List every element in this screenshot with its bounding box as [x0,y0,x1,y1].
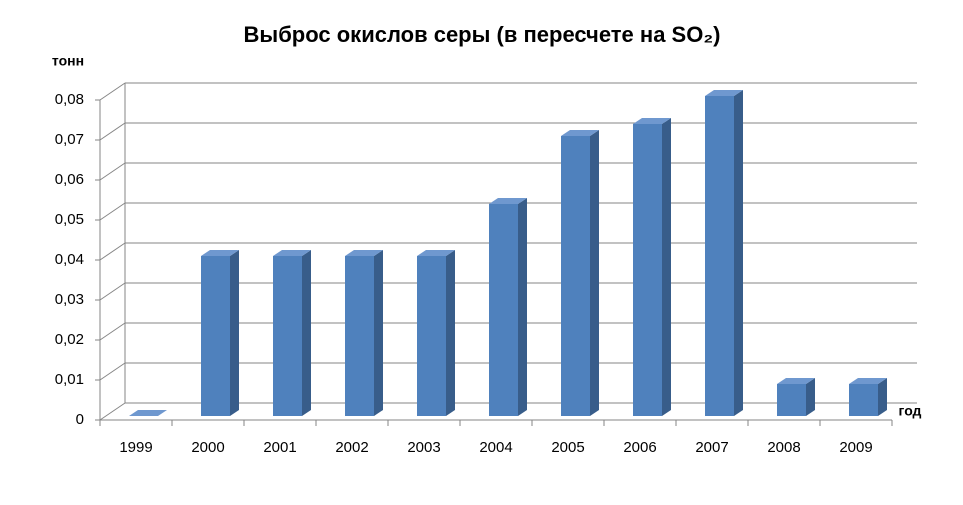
x-tick-label: 2006 [623,439,656,456]
y-tick-label: 0 [76,411,84,428]
bar-top [561,130,599,136]
bar [777,384,806,416]
bar-side [734,90,743,416]
grid-diagonal [99,162,126,181]
x-tick-label: 2007 [695,439,728,456]
bar-side [806,378,815,416]
y-tick-label: 0,07 [55,131,84,148]
x-axis-title: год [899,403,922,419]
bar-side [662,118,671,416]
bar-side [446,250,455,416]
grid-diagonal [99,282,126,301]
y-tick-label: 0,01 [55,371,84,388]
bar-top [129,410,167,416]
y-axis-title: тонн [52,53,84,69]
grid-diagonal [99,122,126,141]
bar-side [302,250,311,416]
x-tick-label: 2005 [551,439,584,456]
bar [201,256,230,416]
bar-top [705,90,743,96]
x-tick-label: 2001 [263,439,296,456]
x-tick-label: 2003 [407,439,440,456]
y-tick-label: 0,03 [55,291,84,308]
chart-title: Выброс окислов серы (в пересчете на SO₂) [244,22,721,47]
x-tick-label: 2008 [767,439,800,456]
bar-side [230,250,239,416]
bar-side [590,130,599,416]
grid-diagonal [99,202,126,221]
x-tick-label: 2002 [335,439,368,456]
bar-side [374,250,383,416]
grid-diagonal [99,82,126,101]
bar-top [201,250,239,256]
bar-side [518,198,527,416]
bar-top [777,378,815,384]
bar-side [878,378,887,416]
bar-top [633,118,671,124]
bar [489,204,518,416]
x-tick-label: 1999 [119,439,152,456]
bar-top [345,250,383,256]
bar [417,256,446,416]
bar [273,256,302,416]
grid-diagonal [99,242,126,261]
grid-diagonal [99,362,126,381]
y-tick-label: 0,04 [55,251,84,268]
bar [633,124,662,416]
y-tick-label: 0,05 [55,211,84,228]
x-tick-label: 2009 [839,439,872,456]
grid-diagonal [99,322,126,341]
bar [561,136,590,416]
bar [345,256,374,416]
y-tick-label: 0,02 [55,331,84,348]
x-tick-label: 2000 [191,439,224,456]
bar-top [849,378,887,384]
y-tick-label: 0,06 [55,171,84,188]
y-tick-label: 0,08 [55,91,84,108]
grid-diagonal [99,402,126,421]
x-tick-label: 2004 [479,439,512,456]
bar-top [273,250,311,256]
bar-top [417,250,455,256]
bar [849,384,878,416]
bar [705,96,734,416]
bar-top [489,198,527,204]
